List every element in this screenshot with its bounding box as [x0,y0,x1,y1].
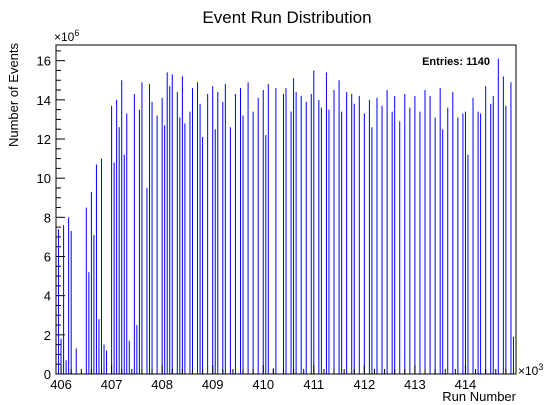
y-tick-label: 0 [44,367,51,382]
x-axis-ticks: 406 407 408 409 410 411 412 413 414 [50,365,507,392]
y-tick-label: 2 [44,328,51,343]
x-tick-label: 406 [50,377,72,392]
x-tick-label: 410 [252,377,274,392]
x-tick-label: 409 [202,377,224,392]
x-tick-label: 412 [354,377,376,392]
plot-frame [55,44,517,375]
y-axis-ticks: 0 2 4 6 8 10 12 14 16 [37,50,65,382]
y-tick-label: 4 [44,289,51,304]
stats-entries: Entries: 1140 [422,56,490,68]
chart-title: Event Run Distribution [202,8,371,27]
y-tick-label: 14 [37,93,51,108]
x-tick-label: 411 [303,377,324,392]
y-axis-title: Number of Events [6,42,21,147]
y-tick-label: 6 [44,250,51,265]
y-axis-multiplier: ×106 [54,28,79,44]
y-tick-label: 10 [37,171,51,186]
x-tick-label: 414 [455,377,477,392]
y-tick-label: 12 [37,132,51,147]
x-axis-title: Run Number [442,389,516,404]
x-axis-multiplier: ×103 [518,362,543,378]
histogram-bars [58,58,514,374]
y-tick-label: 8 [44,210,51,225]
x-tick-label: 407 [101,377,123,392]
x-tick-label: 408 [151,377,173,392]
y-tick-label: 16 [37,54,51,69]
x-tick-label: 413 [404,377,426,392]
